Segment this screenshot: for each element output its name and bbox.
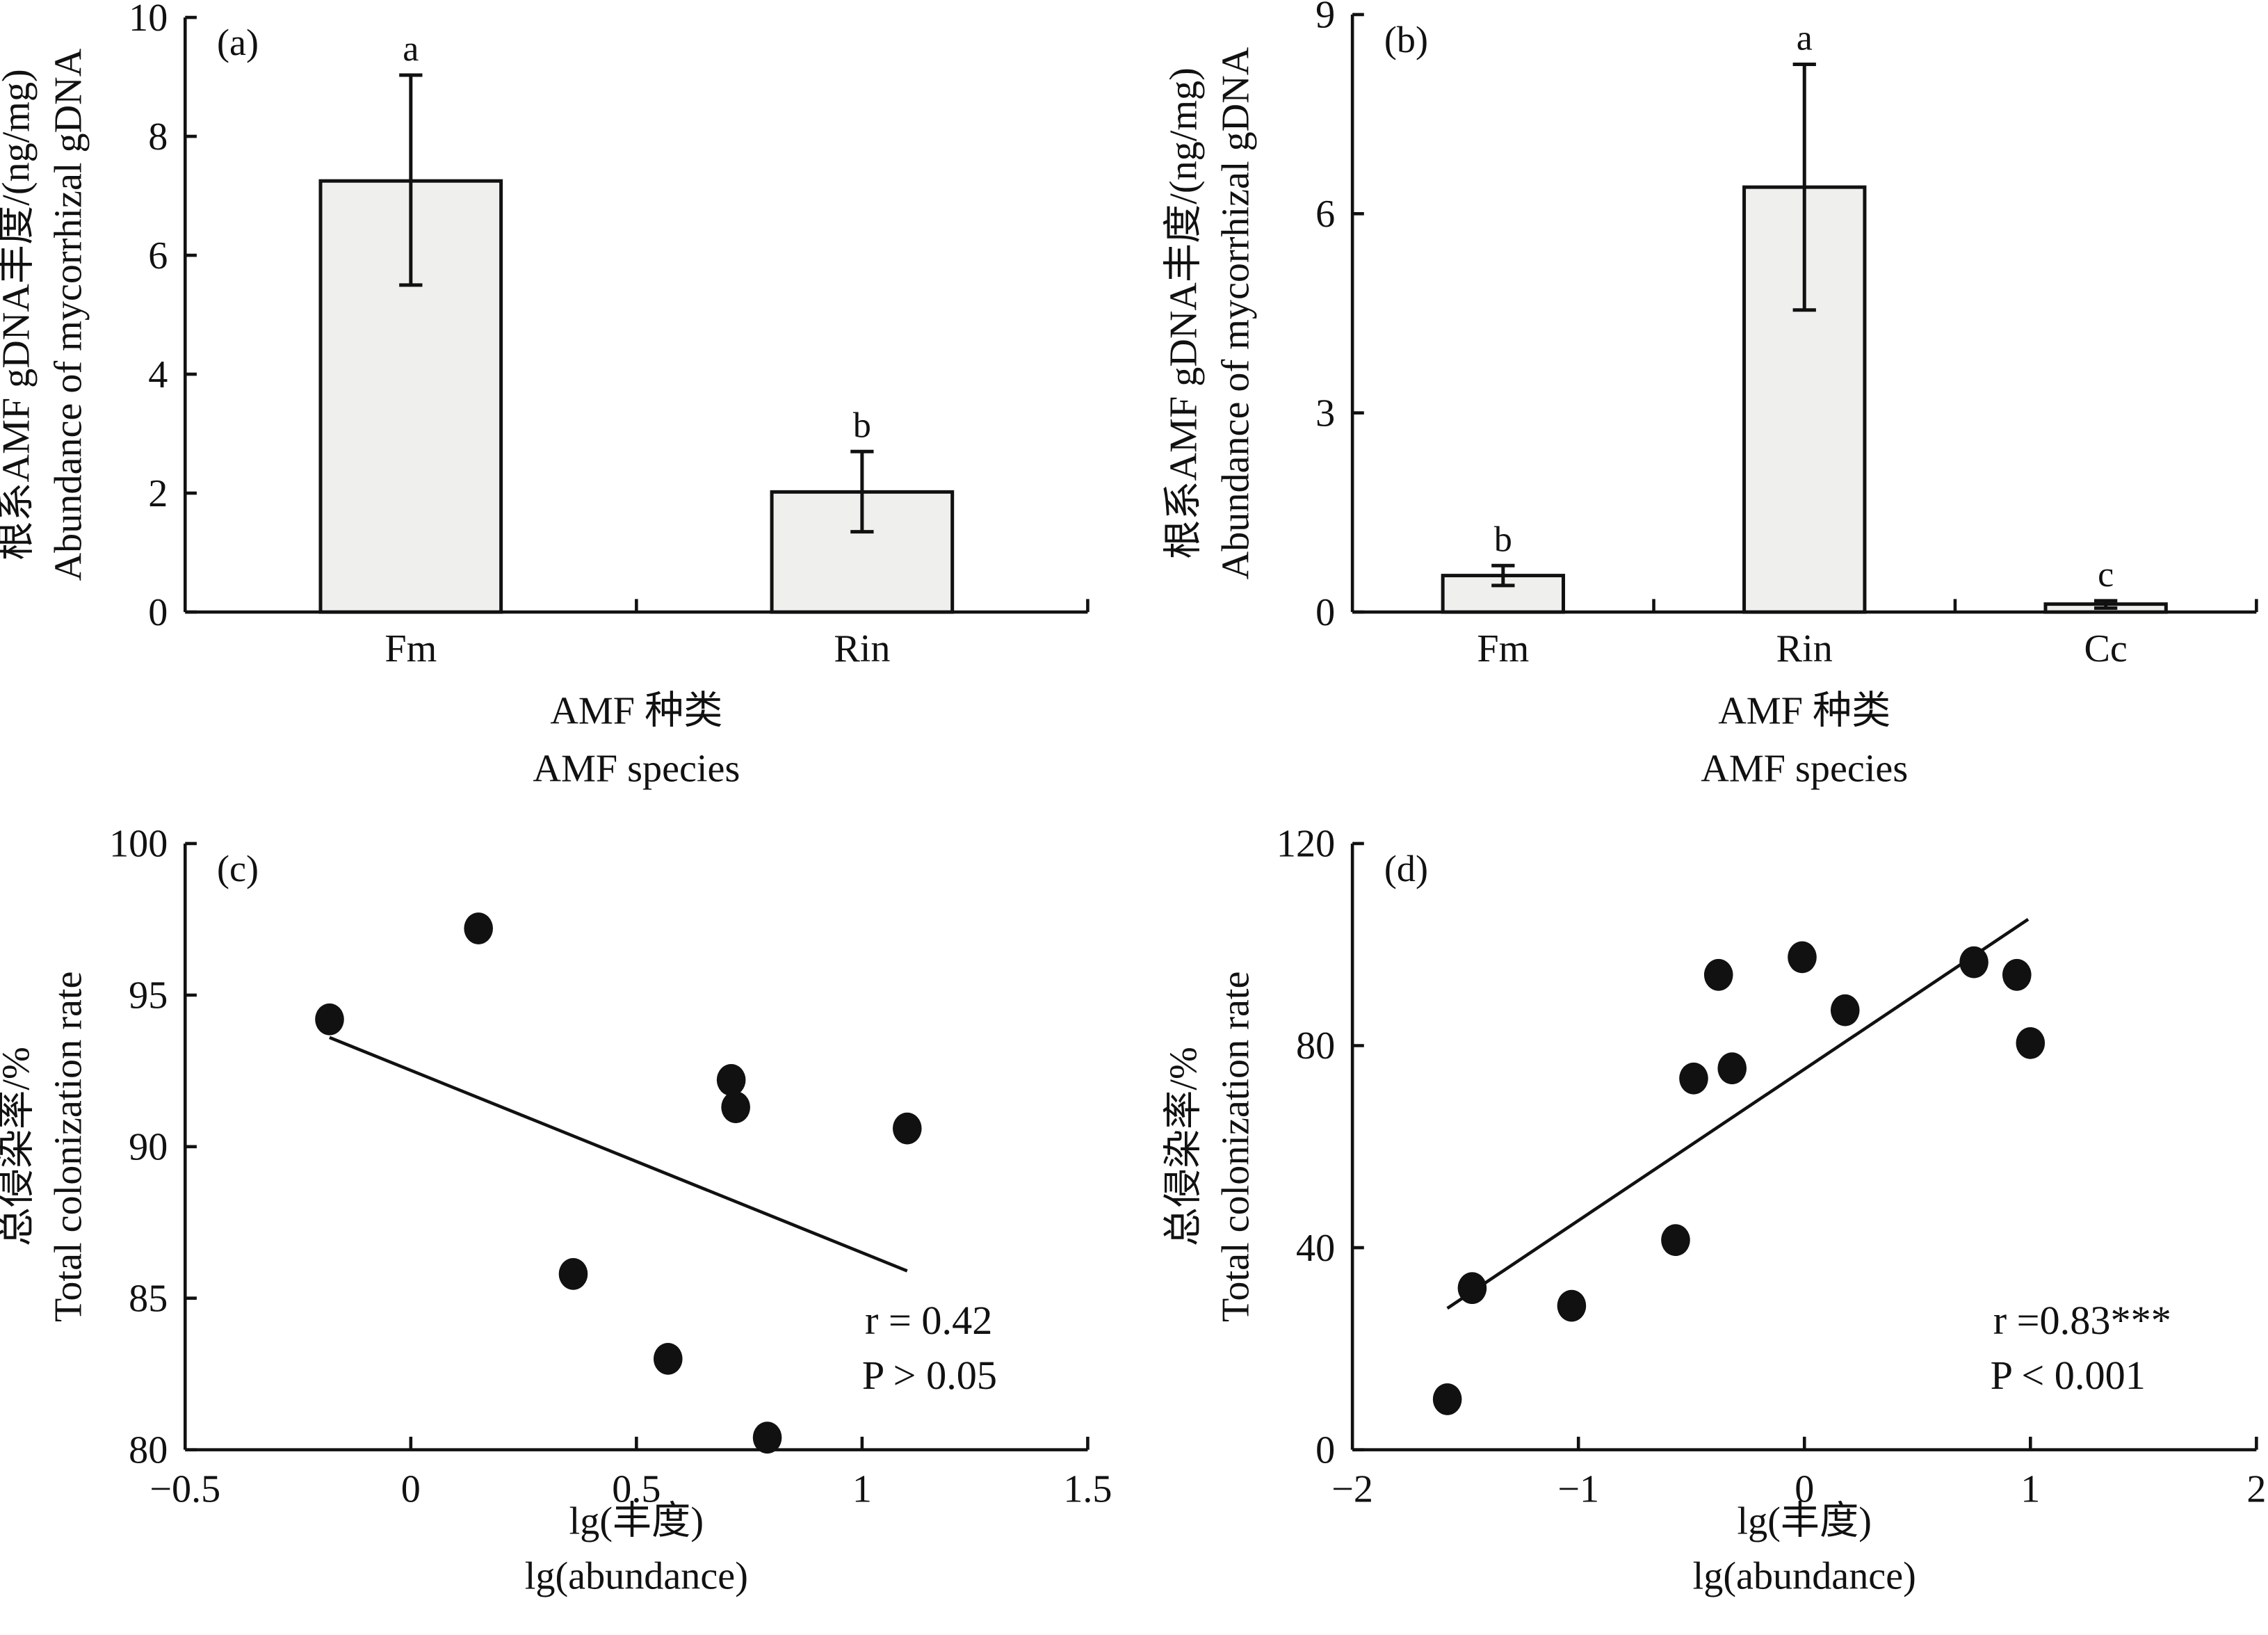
y-tick-label: 0	[1315, 1428, 1335, 1472]
x-axis-label-cn: lg(丰度)	[1738, 1499, 1872, 1543]
data-point	[721, 1091, 750, 1124]
x-tick-label: 1.5	[1063, 1468, 1112, 1511]
x-tick-label: 1	[2020, 1468, 2040, 1511]
panel-label: (d)	[1384, 848, 1428, 889]
regression-line	[329, 1036, 908, 1273]
data-point	[653, 1342, 683, 1375]
y-tick-label: 9	[1315, 0, 1335, 37]
y-tick-label: 90	[129, 1126, 168, 1169]
data-point	[1830, 994, 1860, 1026]
p-value-annotation: P < 0.001	[1991, 1353, 2146, 1398]
correlation-annotation: r =0.83***	[1993, 1298, 2171, 1343]
y-axis-label-en: Total colonization rate	[1214, 972, 1257, 1322]
data-point	[558, 1257, 588, 1290]
data-point	[1959, 946, 1988, 978]
panel-b: 0 3 6 9 (b) 根系AMF gDNA丰度/(ng/mg) Abundance of …	[1162, 0, 2258, 790]
p-value-annotation: P > 0.05	[862, 1353, 997, 1398]
x-tick-label: Rin	[1776, 627, 1833, 670]
x-axis-label-cn: lg(丰度)	[569, 1499, 704, 1543]
y-tick-label: 3	[1315, 392, 1335, 435]
data-point	[1557, 1289, 1587, 1322]
y-tick-label: 0	[148, 591, 168, 634]
correlation-annotation: r = 0.42	[865, 1298, 992, 1343]
y-tick-label: 8	[148, 115, 168, 159]
data-point	[2016, 1026, 2046, 1059]
data-point	[1661, 1224, 1690, 1257]
x-tick-label: 1	[852, 1468, 872, 1511]
y-tick-label: 100	[109, 823, 168, 866]
x-tick-label: 2	[2246, 1468, 2266, 1511]
y-axis-label-cn: 根系AMF gDNA丰度/(ng/mg)	[0, 69, 38, 561]
x-axis-label-en: lg(abundance)	[525, 1554, 748, 1597]
data-point	[716, 1064, 746, 1096]
x-tick-label: Rin	[834, 627, 890, 670]
regression-line	[1446, 918, 2030, 1310]
significance-letter: c	[2098, 555, 2114, 595]
data-point	[1703, 958, 1733, 991]
data-point	[1457, 1272, 1487, 1305]
x-tick-label: −1	[1557, 1468, 1599, 1511]
y-tick-label: 10	[129, 0, 168, 40]
x-tick-label: Fm	[1477, 627, 1529, 670]
y-axis-label-en: Abundance of mycorrhizal gDNA	[1214, 47, 1257, 579]
y-tick-label: 40	[1296, 1227, 1335, 1270]
data-point	[315, 1003, 344, 1036]
panel-label: (c)	[217, 848, 259, 889]
panel-label: (a)	[217, 22, 259, 63]
y-tick-label: 6	[148, 234, 168, 277]
data-point	[464, 912, 493, 944]
data-point	[2002, 958, 2032, 991]
panel-a: 0 2 4 6 8 10 (a) 根系AMF gDNA丰度/(ng/mg) Abundance …	[0, 0, 1090, 790]
bar-rin	[770, 490, 955, 614]
y-axis-label-en: Abundance of mycorrhizal gDNA	[47, 48, 90, 581]
y-axis-label-en: Total colonization rate	[47, 972, 90, 1322]
data-point	[1679, 1062, 1708, 1095]
x-tick-label: −2	[1331, 1468, 1373, 1511]
data-point	[1432, 1383, 1462, 1415]
y-axis-label-cn: 总侵染率/%	[1162, 1047, 1205, 1246]
x-axis-label-cn: AMF 种类	[1718, 689, 1890, 732]
significance-letter: a	[403, 29, 419, 69]
y-tick-label: 6	[1315, 193, 1335, 236]
y-tick-label: 120	[1277, 823, 1335, 866]
x-tick-label: Cc	[2084, 627, 2127, 670]
y-tick-label: 85	[129, 1277, 168, 1320]
significance-letter: a	[1797, 19, 1813, 58]
data-point	[1788, 941, 1817, 974]
x-tick-label: −0.5	[149, 1468, 220, 1511]
x-tick-label: Fm	[384, 627, 437, 670]
data-point	[892, 1112, 922, 1145]
y-tick-label: 0	[1315, 591, 1335, 634]
significance-letter: b	[1494, 520, 1512, 559]
x-tick-label: 0	[1795, 1468, 1814, 1511]
data-point	[1717, 1052, 1747, 1085]
x-axis-label-en: lg(abundance)	[1693, 1554, 1916, 1597]
significance-letter: b	[853, 405, 871, 445]
y-axis-label-cn: 总侵染率/%	[0, 1047, 38, 1246]
panel-label: (b)	[1384, 19, 1428, 61]
y-tick-label: 80	[129, 1428, 168, 1472]
y-tick-label: 95	[129, 974, 168, 1017]
data-point	[752, 1421, 782, 1454]
y-tick-label: 4	[148, 353, 168, 396]
x-tick-label: 0.5	[612, 1468, 661, 1511]
y-tick-label: 80	[1296, 1024, 1335, 1068]
y-axis-label-cn: 根系AMF gDNA丰度/(ng/mg)	[1162, 67, 1205, 559]
y-tick-label: 2	[148, 472, 168, 515]
panel-c: 80 85 90 95 100 (c) 总侵染率/% Total colonization r…	[0, 823, 1112, 1598]
x-axis-label-cn: AMF 种类	[550, 689, 722, 732]
x-axis-label-en: AMF species	[533, 747, 740, 790]
x-tick-label: 0	[401, 1468, 421, 1511]
x-axis-label-en: AMF species	[1701, 747, 1908, 790]
